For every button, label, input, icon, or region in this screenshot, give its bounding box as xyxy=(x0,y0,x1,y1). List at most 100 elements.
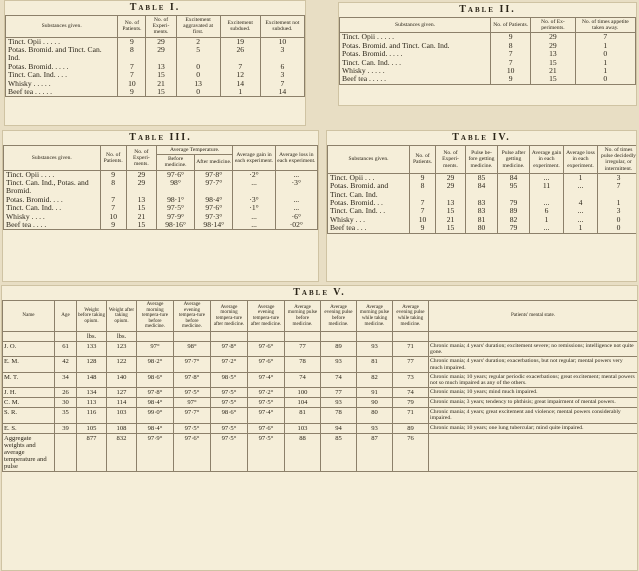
unit-cell xyxy=(392,331,429,342)
cell: 97·6° xyxy=(247,423,285,434)
cell: 94 xyxy=(320,423,357,434)
cell: 97·5° xyxy=(210,433,248,472)
cell: 134 xyxy=(76,387,107,399)
cell: 97·3° xyxy=(194,212,234,222)
unit-cell xyxy=(136,331,174,342)
cell: 9 xyxy=(99,170,127,180)
column-header: Average evening pulse before medicine. xyxy=(320,300,357,332)
cell: ... xyxy=(563,182,598,200)
data-table: Substances given. No. of Patients. No. of … xyxy=(339,16,636,85)
cell: Chronic mania; 3 years; tendency to phth… xyxy=(428,397,637,409)
cell: 98·4° xyxy=(194,195,234,205)
cell: 7 xyxy=(597,182,636,200)
cell: 98·6° xyxy=(136,372,174,389)
cell: 7 xyxy=(117,62,147,72)
cell: ·2° xyxy=(232,170,276,180)
header-row: Name Age Weight before taking opium. Weight… xyxy=(2,300,637,332)
cell: 9 xyxy=(117,88,147,98)
cell: Chronic mania; 4 years' duration; excite… xyxy=(428,341,637,358)
cell: 140 xyxy=(106,372,137,389)
cell: ... xyxy=(529,224,564,234)
cell: 97·6° xyxy=(194,204,234,213)
cell: ... xyxy=(563,207,598,216)
table-row: Potas. Bromid. . . 7 13 83 79... 4 1 xyxy=(327,199,636,208)
table-row: M. T. 34 148 140 98·6° 97·8° 98·5° 97·4° 74 74 82 7… xyxy=(2,372,637,389)
cell: 85 xyxy=(320,433,357,472)
cell: 29 xyxy=(145,37,177,47)
header-row: Substances given. No. of Patients. No. of … xyxy=(339,16,636,34)
cell: 0 xyxy=(574,50,636,59)
cell: 13 xyxy=(530,50,576,59)
cell: 26 xyxy=(219,46,261,63)
cell: 83 xyxy=(465,207,498,216)
cell: 5 xyxy=(175,46,221,63)
table-four: Table IV. Substances given. No. of Patient… xyxy=(326,130,637,282)
table-row: Potas. Bromid. and Tinct. Can. Ind. 8 29 5 2… xyxy=(5,46,305,63)
sub-header: After medicine. xyxy=(194,154,234,171)
column-header: Substances given. xyxy=(339,16,492,34)
cell: 98·1° xyxy=(155,195,196,205)
cell: 10 xyxy=(259,37,305,47)
column-header: No. of Patients. xyxy=(409,145,436,174)
cell: 34 xyxy=(54,372,77,389)
cell: 832 xyxy=(106,433,137,472)
header-row: Before medicine. After medicine. xyxy=(4,154,318,171)
cell: 85 xyxy=(465,173,498,183)
cell: 97·7° xyxy=(173,356,211,373)
table-body: Tinct. Opii . . . . 9 29 97·6° 97·8° ·2°... Ti… xyxy=(3,170,318,231)
column-header: Average loss in each experiment. xyxy=(563,145,598,174)
cell: 15 xyxy=(125,204,157,213)
cell: 15 xyxy=(125,221,157,231)
unit-cell xyxy=(320,331,357,342)
cell: 6 xyxy=(259,62,305,72)
cell: 97·6° xyxy=(247,356,285,373)
cell: 97·5° xyxy=(173,423,211,434)
cell: 0 xyxy=(175,62,221,72)
data-table: Substances given. No. of Patients. No. of … xyxy=(327,145,636,234)
table-row: E. S. 39 105 108 98·4° 97·5° 97·5° 97·6° 103 94 93… xyxy=(2,423,637,434)
unit-cell xyxy=(284,331,321,342)
table-row: E. M. 42 128 122 98·2° 97·7° 97·2° 97·6° 78 93 81 7… xyxy=(2,356,637,373)
table-two: Table II. Substances given. No. of Patient… xyxy=(338,2,637,106)
cell: Chronic mania; 10 years; one lung tuberc… xyxy=(428,423,637,434)
header-row: Substances given. No. of Patients. No. of … xyxy=(327,145,636,174)
cell: 7 xyxy=(409,207,436,216)
cell: 79 xyxy=(392,397,429,409)
cell: 79 xyxy=(497,224,530,234)
column-header: Average morning tempera-ture after medic… xyxy=(210,300,248,332)
row-label: Potas. Bromid. . . . xyxy=(3,195,101,205)
column-header: No. of times pulse decidedly irregular, … xyxy=(597,145,636,174)
cell: 79 xyxy=(497,199,530,208)
cell: 97° xyxy=(136,341,174,358)
cell: 12 xyxy=(219,71,261,80)
unit-cell xyxy=(173,331,211,342)
units-row: lbs. lbs. xyxy=(2,331,637,342)
cell: 877 xyxy=(76,433,107,472)
cell: ... xyxy=(274,204,318,213)
table-row: Whisky . . . . . 10 21 13 14 7 xyxy=(5,79,305,89)
column-header: Average evening pulse while taking medic… xyxy=(392,300,429,332)
column-header: Substances given. xyxy=(3,145,101,171)
row-label: J. O. xyxy=(2,341,55,358)
table-row: J. H. 26 134 127 97·8° 97·5° 97·5° 97·2° 100 77 91… xyxy=(2,387,637,399)
cell: 13 xyxy=(175,79,221,89)
cell: 89 xyxy=(320,341,357,358)
data-table: Substances given. No. of Patients. No. of … xyxy=(3,144,318,231)
row-label: Potas. Bromid. . . xyxy=(327,199,410,208)
cell: 97·5° xyxy=(210,423,248,434)
cell: Chronic mania; 4 years; great excitement… xyxy=(428,407,637,424)
column-header: Age xyxy=(54,300,77,332)
column-header: No. of Patients. xyxy=(99,145,127,171)
table-row: Tinct. Can. Ind. . . . 7 15 0 12 3 xyxy=(5,71,305,80)
sub-header: Before medicine. xyxy=(155,154,196,171)
table-body: Tinct. Opii . . . . . 9 29 2 19 10 Potas. Brom… xyxy=(5,37,305,98)
cell: 97·6° xyxy=(155,170,196,180)
cell: 15 xyxy=(145,88,177,98)
row-label: Tinct. Can. Ind., Potas. and Bromid. xyxy=(3,179,101,196)
cell: 77 xyxy=(284,341,321,358)
cell: 0 xyxy=(597,215,636,225)
cell: 98·5° xyxy=(210,372,248,389)
cell: 97·2° xyxy=(210,356,248,373)
cell: Chronic mania; 4 years' duration; exacer… xyxy=(428,356,637,373)
row-label: Whisky . . . . xyxy=(3,212,101,222)
